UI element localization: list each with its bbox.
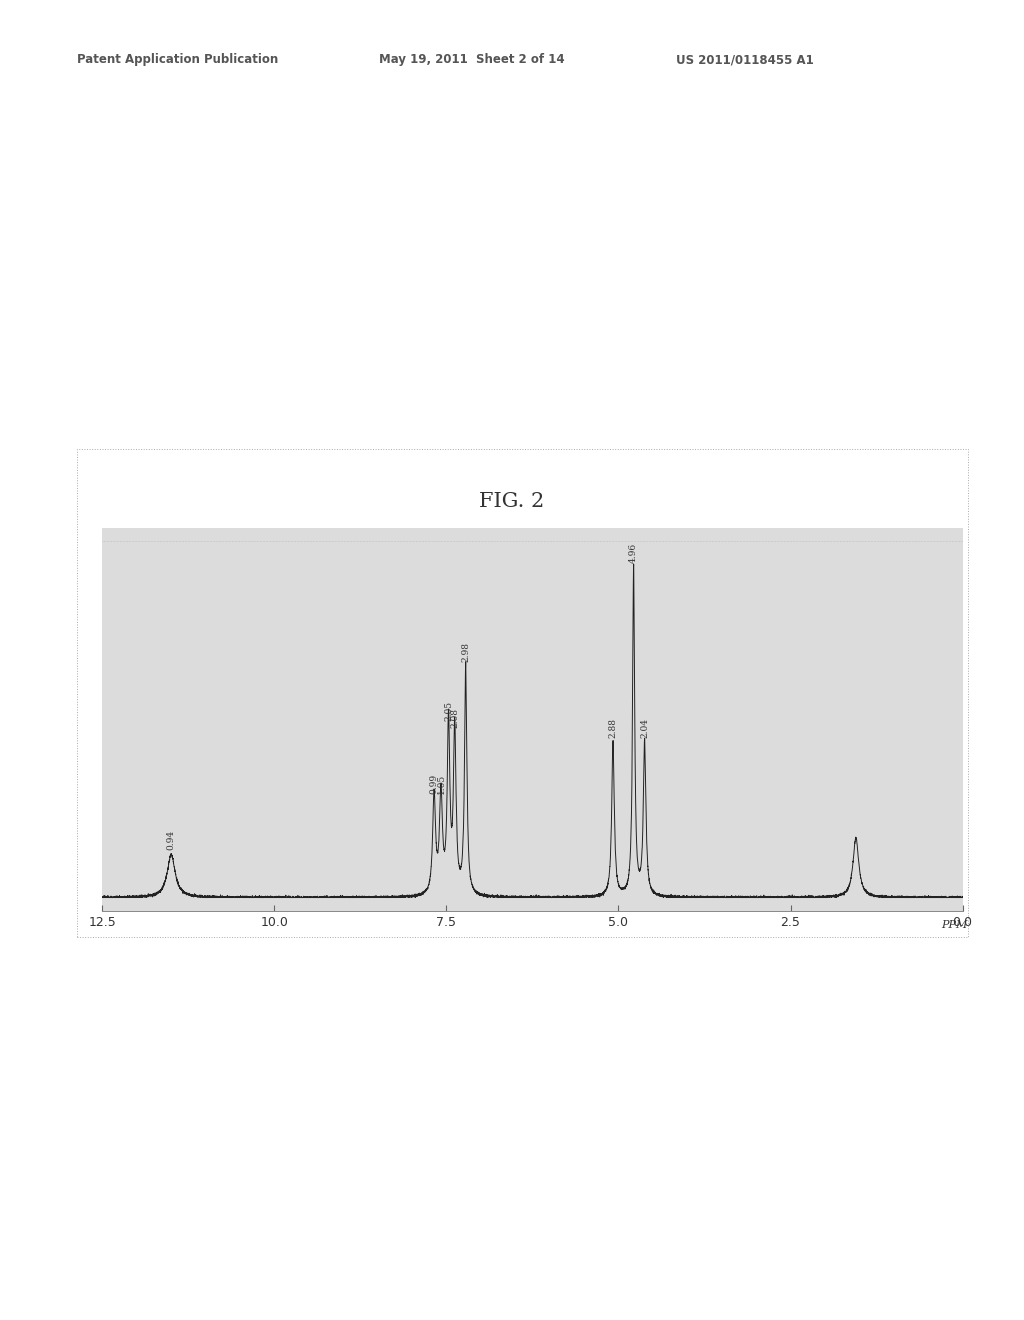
Text: 0.94: 0.94 xyxy=(167,830,176,850)
Text: 1.05: 1.05 xyxy=(436,774,445,793)
Text: FIG. 2: FIG. 2 xyxy=(479,492,545,511)
Text: 0.99: 0.99 xyxy=(430,774,438,793)
Text: 4.96: 4.96 xyxy=(629,543,638,562)
Text: Patent Application Publication: Patent Application Publication xyxy=(77,53,279,66)
Text: 2.04: 2.04 xyxy=(640,718,649,738)
Text: May 19, 2011  Sheet 2 of 14: May 19, 2011 Sheet 2 of 14 xyxy=(379,53,564,66)
Text: 2.05: 2.05 xyxy=(444,701,453,721)
Text: US 2011/0118455 A1: US 2011/0118455 A1 xyxy=(676,53,814,66)
Text: PPM: PPM xyxy=(941,920,968,931)
Text: 2.98: 2.98 xyxy=(461,642,470,661)
Text: 2.88: 2.88 xyxy=(608,718,617,738)
Text: 2.08: 2.08 xyxy=(451,708,459,727)
